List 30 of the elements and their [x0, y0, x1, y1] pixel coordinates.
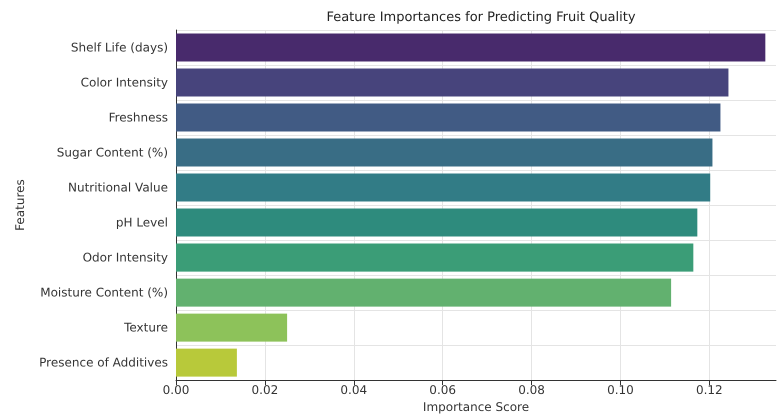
- y-tick-label: Freshness: [108, 110, 168, 125]
- chart-title: Feature Importances for Predicting Fruit Quality: [326, 10, 636, 25]
- x-axis-title: Importance Score: [422, 400, 530, 414]
- y-tick-label: Odor Intensity: [82, 250, 168, 265]
- x-tick-label: 0.06: [429, 383, 456, 398]
- y-tick-label: pH Level: [116, 216, 168, 230]
- y-tick-label: Presence of Additives: [39, 356, 168, 370]
- x-tick-label: 0.10: [607, 383, 634, 398]
- y-tick-label: Shelf Life (days): [70, 40, 168, 55]
- x-tick-label: 0.02: [252, 383, 278, 398]
- bar: [176, 348, 237, 377]
- y-tick-label: Nutritional Value: [68, 180, 168, 195]
- bar: [176, 68, 728, 97]
- bar: [176, 104, 720, 132]
- bar: [176, 244, 694, 272]
- y-axis-title: Features: [13, 179, 27, 231]
- x-tick-label: 0.08: [518, 383, 545, 398]
- y-tick-label: Sugar Content (%): [56, 146, 168, 160]
- bar: [176, 314, 288, 342]
- y-tick-label: Texture: [123, 320, 168, 335]
- bar: [176, 34, 766, 62]
- y-tick-label: Color Intensity: [80, 76, 168, 90]
- bar: [176, 138, 712, 167]
- x-tick-label: 0.00: [162, 383, 190, 398]
- y-tick-label: Moisture Content (%): [40, 286, 168, 300]
- bar: [176, 174, 710, 202]
- bar: [176, 208, 698, 237]
- x-tick-label: 0.12: [696, 383, 723, 398]
- x-tick-label: 0.04: [340, 383, 368, 398]
- bar: [176, 278, 672, 307]
